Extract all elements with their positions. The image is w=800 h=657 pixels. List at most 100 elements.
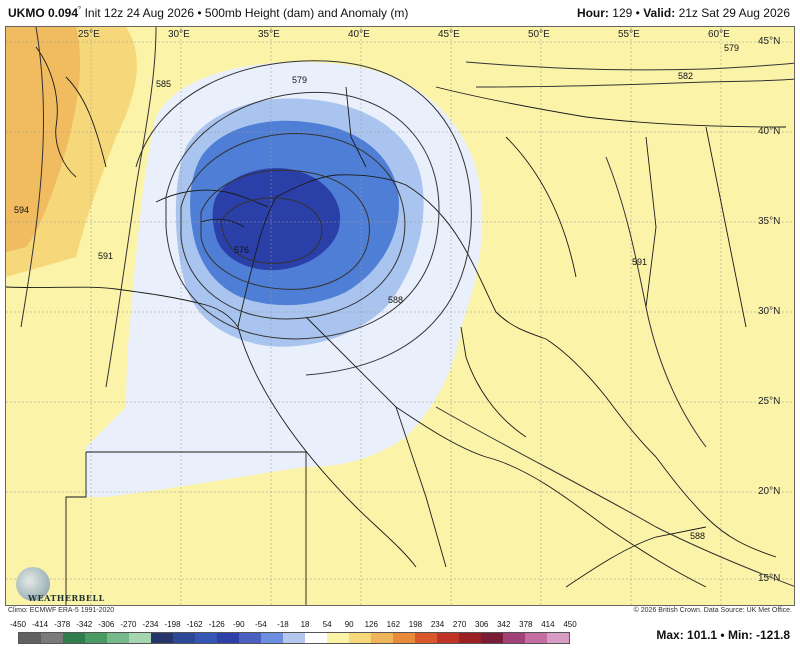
product-title: 500mb Height (dam) and Anomaly (m): [204, 6, 409, 20]
colorbar-swatch: [129, 633, 151, 643]
lon-label: 40°E: [348, 29, 370, 40]
height-contours: [20, 27, 794, 587]
hour-label: Hour:: [576, 6, 609, 20]
header-bullet: •: [197, 6, 202, 20]
colorbar-tick-label: 234: [430, 620, 445, 629]
contour-585: [165, 91, 440, 340]
colorbar-swatch: [283, 633, 305, 643]
colorbar-swatch: [415, 633, 437, 643]
colorbar-swatch: [63, 633, 85, 643]
lat-label: 40°N: [758, 126, 781, 137]
colorbar-tick-label: 342: [497, 620, 511, 629]
credit-note: © 2026 British Crown. Data Source: UK Me…: [633, 607, 792, 614]
colorbar-tick-label: 414: [541, 620, 555, 629]
colorbar-swatch: [85, 633, 107, 643]
contour-579: [200, 169, 370, 290]
colorbar-tick-label: -126: [208, 620, 225, 629]
min-value: -121.8: [755, 628, 790, 642]
colorbar-swatch: [371, 633, 393, 643]
colorbar-tick-label: -90: [233, 620, 245, 629]
contour-591-west: [105, 27, 157, 388]
colorbar-swatch: [459, 633, 481, 643]
colorbar-ticks: -450 -414 -378 -342 -306 -270 -234 -198 -162 -126…: [10, 620, 577, 632]
logo-globe-icon: [16, 567, 50, 601]
colorbar-tick-label: -54: [255, 620, 267, 629]
anomaly-min-core: [212, 168, 341, 271]
colorbar-tick-label: -414: [32, 620, 49, 629]
max-label: Max:: [656, 628, 684, 642]
contour-label: 591: [632, 257, 647, 267]
lon-label: 55°E: [618, 29, 640, 40]
lon-label: 45°E: [438, 29, 460, 40]
colorbar: [18, 632, 570, 644]
colorbar-swatch: [305, 633, 327, 643]
colorbar-swatch: [217, 633, 239, 643]
colorbar-swatch: [393, 633, 415, 643]
coastlines: [6, 46, 787, 605]
contour-594-west: [20, 27, 44, 328]
weatherbell-logo: WEATHERBELL: [16, 567, 114, 605]
contour-label: 579: [724, 43, 739, 53]
colorbar-swatch: [503, 633, 525, 643]
colorbar-tick-label: 378: [519, 620, 533, 629]
contour-label: 594: [14, 205, 29, 215]
colorbar-swatch: [239, 633, 261, 643]
colorbar-tick-label: 54: [322, 620, 332, 629]
model-name: UKMO 0.094: [8, 6, 79, 20]
colorbar-tick-label: 270: [452, 620, 467, 629]
colorbar-tick-label: 198: [408, 620, 423, 629]
climo-note: Climo: ECMWF ERA-5 1991-2020: [8, 607, 115, 614]
header-bullet-2: •: [635, 6, 640, 20]
lat-label: 45°N: [758, 36, 781, 47]
contour-588-south: [435, 406, 794, 587]
map-header: UKMO 0.094° Init 12z 24 Aug 2026 • 500mb…: [0, 0, 800, 26]
contour-label: 588: [690, 531, 705, 541]
colorbar-tick-label: 450: [563, 620, 577, 629]
stats-sep: •: [720, 628, 725, 642]
weather-map[interactable]: 579 582 585 591 594 588 576 579 591 588 …: [5, 26, 795, 606]
valid-value: 21z Sat 29 Aug 2026: [678, 6, 790, 20]
lon-label: 50°E: [528, 29, 550, 40]
lat-label: 30°N: [758, 306, 781, 317]
colorbar-swatch: [261, 633, 283, 643]
lon-label: 30°E: [168, 29, 190, 40]
colorbar-tick-label: -450: [9, 620, 27, 629]
contour-label: 582: [678, 71, 693, 81]
max-value: 101.1: [687, 628, 718, 642]
lat-label: 20°N: [758, 486, 781, 497]
contour-582-north: [475, 78, 794, 88]
colorbar-tick-label: 90: [344, 620, 354, 629]
colorbar-tick-label: -306: [98, 620, 115, 629]
contour-labels: 579 582 585 591 594 588 576 579 591 588: [14, 43, 739, 541]
min-label: Min:: [727, 628, 753, 642]
lat-label: 15°N: [758, 573, 781, 584]
colorbar-swatch: [195, 633, 217, 643]
contour-576: [220, 197, 323, 264]
colorbar-swatch: [437, 633, 459, 643]
contour-582: [180, 133, 406, 320]
valid-label: Valid:: [643, 6, 676, 20]
contour-579-north: [465, 61, 794, 71]
colorbar-tick-label: -162: [186, 620, 203, 629]
colorbar-tick-label: -18: [277, 620, 289, 629]
colorbar-swatch: [107, 633, 129, 643]
model-degree: °: [78, 5, 82, 14]
colorbar-tick-label: -234: [142, 620, 159, 629]
header-right: Hour: 129 • Valid: 21z Sat 29 Aug 2026: [577, 0, 790, 26]
header-left: UKMO 0.094° Init 12z 24 Aug 2026 • 500mb…: [8, 0, 408, 26]
lon-label: 35°E: [258, 29, 280, 40]
graticule: [6, 27, 794, 605]
max-min-readout: Max: 101.1 • Min: -121.8: [656, 628, 790, 642]
colorbar-swatch: [547, 633, 569, 643]
colorbar-tick-label: 162: [386, 620, 401, 629]
contour-588: [135, 60, 472, 376]
lon-label: 60°E: [708, 29, 730, 40]
contour-label: 585: [156, 79, 171, 89]
colorbar-tick-label: 306: [474, 620, 489, 629]
lat-label: 35°N: [758, 216, 781, 227]
contour-591-east: [605, 156, 707, 448]
colorbar-tick-label: -342: [76, 620, 93, 629]
contour-label: 579: [292, 75, 307, 85]
colorbar-swatch: [173, 633, 195, 643]
contour-label: 588: [388, 295, 403, 305]
